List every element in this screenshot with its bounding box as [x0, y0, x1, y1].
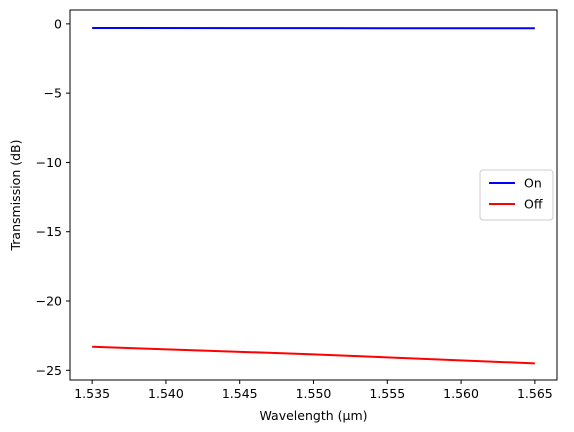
y-tick-label: −10 [36, 155, 62, 170]
x-axis: 1.535 1.540 1.545 1.550 1.555 1.560 1.565 [74, 380, 553, 401]
legend: On Off [479, 169, 554, 221]
x-tick-label: 1.535 [74, 386, 110, 401]
series-line-off [92, 345, 535, 365]
y-tick-label: −25 [36, 363, 62, 378]
y-tick-label: −5 [44, 86, 62, 101]
x-tick-label: 1.560 [443, 386, 479, 401]
x-tick-label: 1.555 [369, 386, 405, 401]
x-tick-label: 1.545 [222, 386, 258, 401]
x-tick-label: 1.565 [517, 386, 553, 401]
x-tick-label: 1.550 [296, 386, 332, 401]
y-tick-label: 0 [54, 16, 62, 31]
legend-box [479, 169, 554, 221]
y-axis-label: Transmission (dB) [8, 140, 23, 252]
y-tick-label: −15 [36, 224, 62, 239]
legend-label: On [524, 176, 542, 191]
x-axis-label: Wavelength (µm) [259, 408, 367, 423]
y-tick-label: −20 [36, 294, 62, 309]
y-axis: 0 −5 −10 −15 −20 −25 [36, 16, 70, 378]
legend-label: Off [524, 197, 543, 212]
series-layer [92, 27, 535, 365]
x-tick-label: 1.540 [148, 386, 184, 401]
